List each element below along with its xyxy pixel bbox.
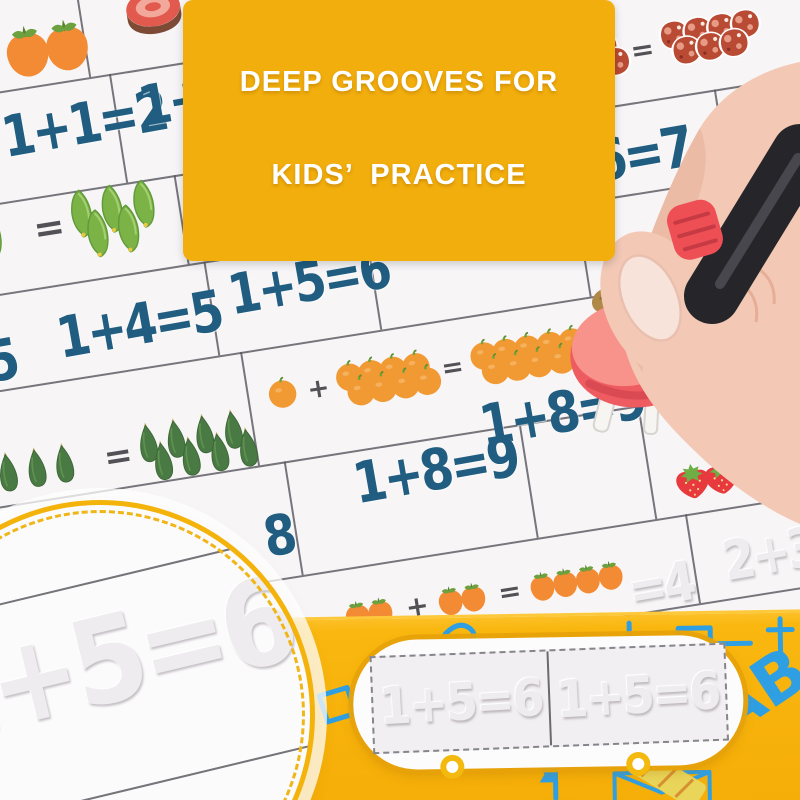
cucumber-icon: [50, 440, 79, 492]
yellow-panel: AB 1+5=6 1+5=6: [0, 609, 800, 800]
orange-icon: [343, 372, 379, 414]
banner: DEEP GROOVES FOR KIDS’ PRACTICE: [183, 0, 615, 261]
bean-icon: [96, 182, 129, 241]
equals-sign: =: [439, 351, 466, 385]
bean-icon: [82, 206, 115, 265]
cucumber-icon: [0, 449, 23, 501]
equation-partial-5: 5: [0, 326, 23, 397]
flag-doodle: [539, 766, 556, 783]
equation-1plus6-partial: 1+: [723, 96, 800, 173]
orange-pictures: + =: [264, 322, 596, 421]
cucumber-icon: [205, 428, 234, 480]
square-doodle: [316, 685, 358, 725]
practice-pill: 1+5=6 1+5=6: [352, 634, 745, 780]
persimmon-icon: [0, 17, 60, 89]
potato-icon: [587, 282, 628, 323]
steak-picture: [118, 0, 201, 64]
embossed-equation: 1+5=6: [377, 666, 544, 737]
cucumber-icon: [133, 419, 162, 471]
cucumber-icon: [162, 415, 191, 467]
orange-icon: [521, 344, 557, 386]
carrot-icon: [454, 577, 492, 620]
ham-icon: [715, 24, 753, 65]
cucumber-icon: [177, 433, 206, 485]
persimmon-pictures: [0, 9, 107, 90]
steak-icon: [118, 0, 191, 48]
cross-doodle: [765, 616, 795, 662]
equals-sign: =: [30, 203, 69, 252]
equation-1plus8-b: 1+8=9: [348, 423, 523, 518]
cucumber-icon: [219, 406, 248, 458]
carrot-icon: [547, 563, 585, 606]
cucumber-icon: [148, 437, 177, 489]
equals-sign: =: [496, 575, 524, 610]
groove-2plus3: 2+3: [717, 514, 800, 594]
practice-cell: 1+5=6: [372, 651, 550, 752]
orange-icon: [409, 361, 445, 403]
strawberry-icon: [698, 454, 745, 505]
carrot-icon: [592, 556, 630, 599]
orange-icon: [477, 351, 513, 393]
practice-cell: 1+5=6: [546, 644, 727, 746]
orange-icon: [265, 374, 301, 416]
orange-icon: [365, 368, 401, 410]
plus-sign: +: [305, 372, 332, 406]
banner-line-2: KIDS’ PRACTICE: [271, 159, 527, 191]
carrot-icon: [432, 581, 470, 624]
persimmon-icon: [35, 10, 100, 82]
practice-cells: 1+5=6 1+5=6: [369, 642, 730, 755]
ham-icon: [668, 32, 706, 73]
potato-picture: [587, 282, 633, 330]
carrot-icon: [570, 559, 608, 602]
strawberry-icon: [783, 441, 800, 492]
cucumber-pictures: =: [0, 402, 273, 511]
bean-icon: [128, 177, 161, 236]
orange-icon: [543, 340, 579, 382]
cucumber-icon: [22, 444, 51, 496]
ham-icon: [692, 28, 730, 69]
banner-line-1: DEEP GROOVES FOR: [239, 66, 559, 98]
orange-icon: [499, 347, 535, 389]
orange-icon: [387, 365, 423, 407]
carrot-icon: [524, 566, 562, 609]
bean-pictures: =: [0, 173, 187, 272]
bean-icon: [0, 209, 8, 268]
equals-sign: =: [101, 434, 136, 479]
embossed-equation: 1+5=6: [554, 660, 721, 730]
cucumber-icon: [234, 424, 263, 476]
plus-sign: +: [749, 451, 784, 496]
bean-icon: [113, 201, 146, 260]
cucumber-icon: [190, 410, 219, 462]
